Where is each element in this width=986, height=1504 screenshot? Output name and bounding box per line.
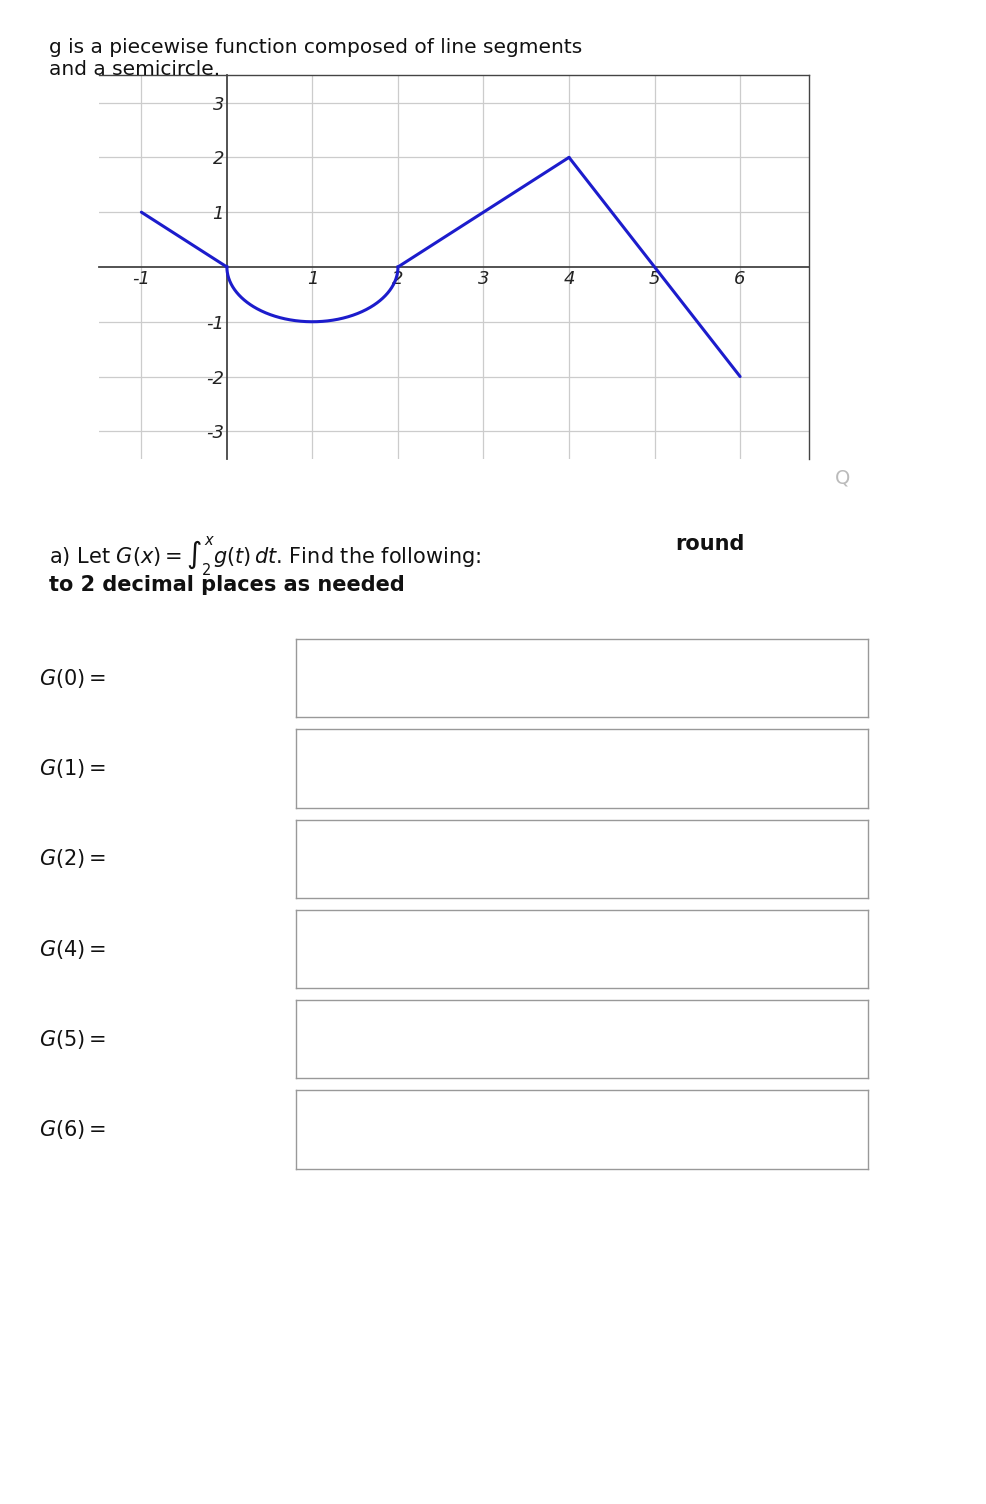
Text: $G(2) =$: $G(2) =$ bbox=[39, 847, 106, 871]
Text: Q: Q bbox=[835, 469, 851, 487]
Text: $G(1) =$: $G(1) =$ bbox=[39, 757, 106, 781]
Text: round: round bbox=[675, 534, 744, 553]
Text: $G(0) =$: $G(0) =$ bbox=[39, 666, 106, 690]
Text: $G(6) =$: $G(6) =$ bbox=[39, 1117, 106, 1142]
Text: a) Let $G(x) = \int_2^x g(t)\,dt$. Find the following:: a) Let $G(x) = \int_2^x g(t)\,dt$. Find … bbox=[49, 534, 484, 578]
Text: $G(4) =$: $G(4) =$ bbox=[39, 937, 106, 961]
Text: and a semicircle.: and a semicircle. bbox=[49, 60, 221, 80]
Text: g is a piecewise function composed of line segments: g is a piecewise function composed of li… bbox=[49, 38, 583, 57]
Text: to 2 decimal places as needed: to 2 decimal places as needed bbox=[49, 575, 405, 594]
Text: $G(5) =$: $G(5) =$ bbox=[39, 1027, 106, 1051]
